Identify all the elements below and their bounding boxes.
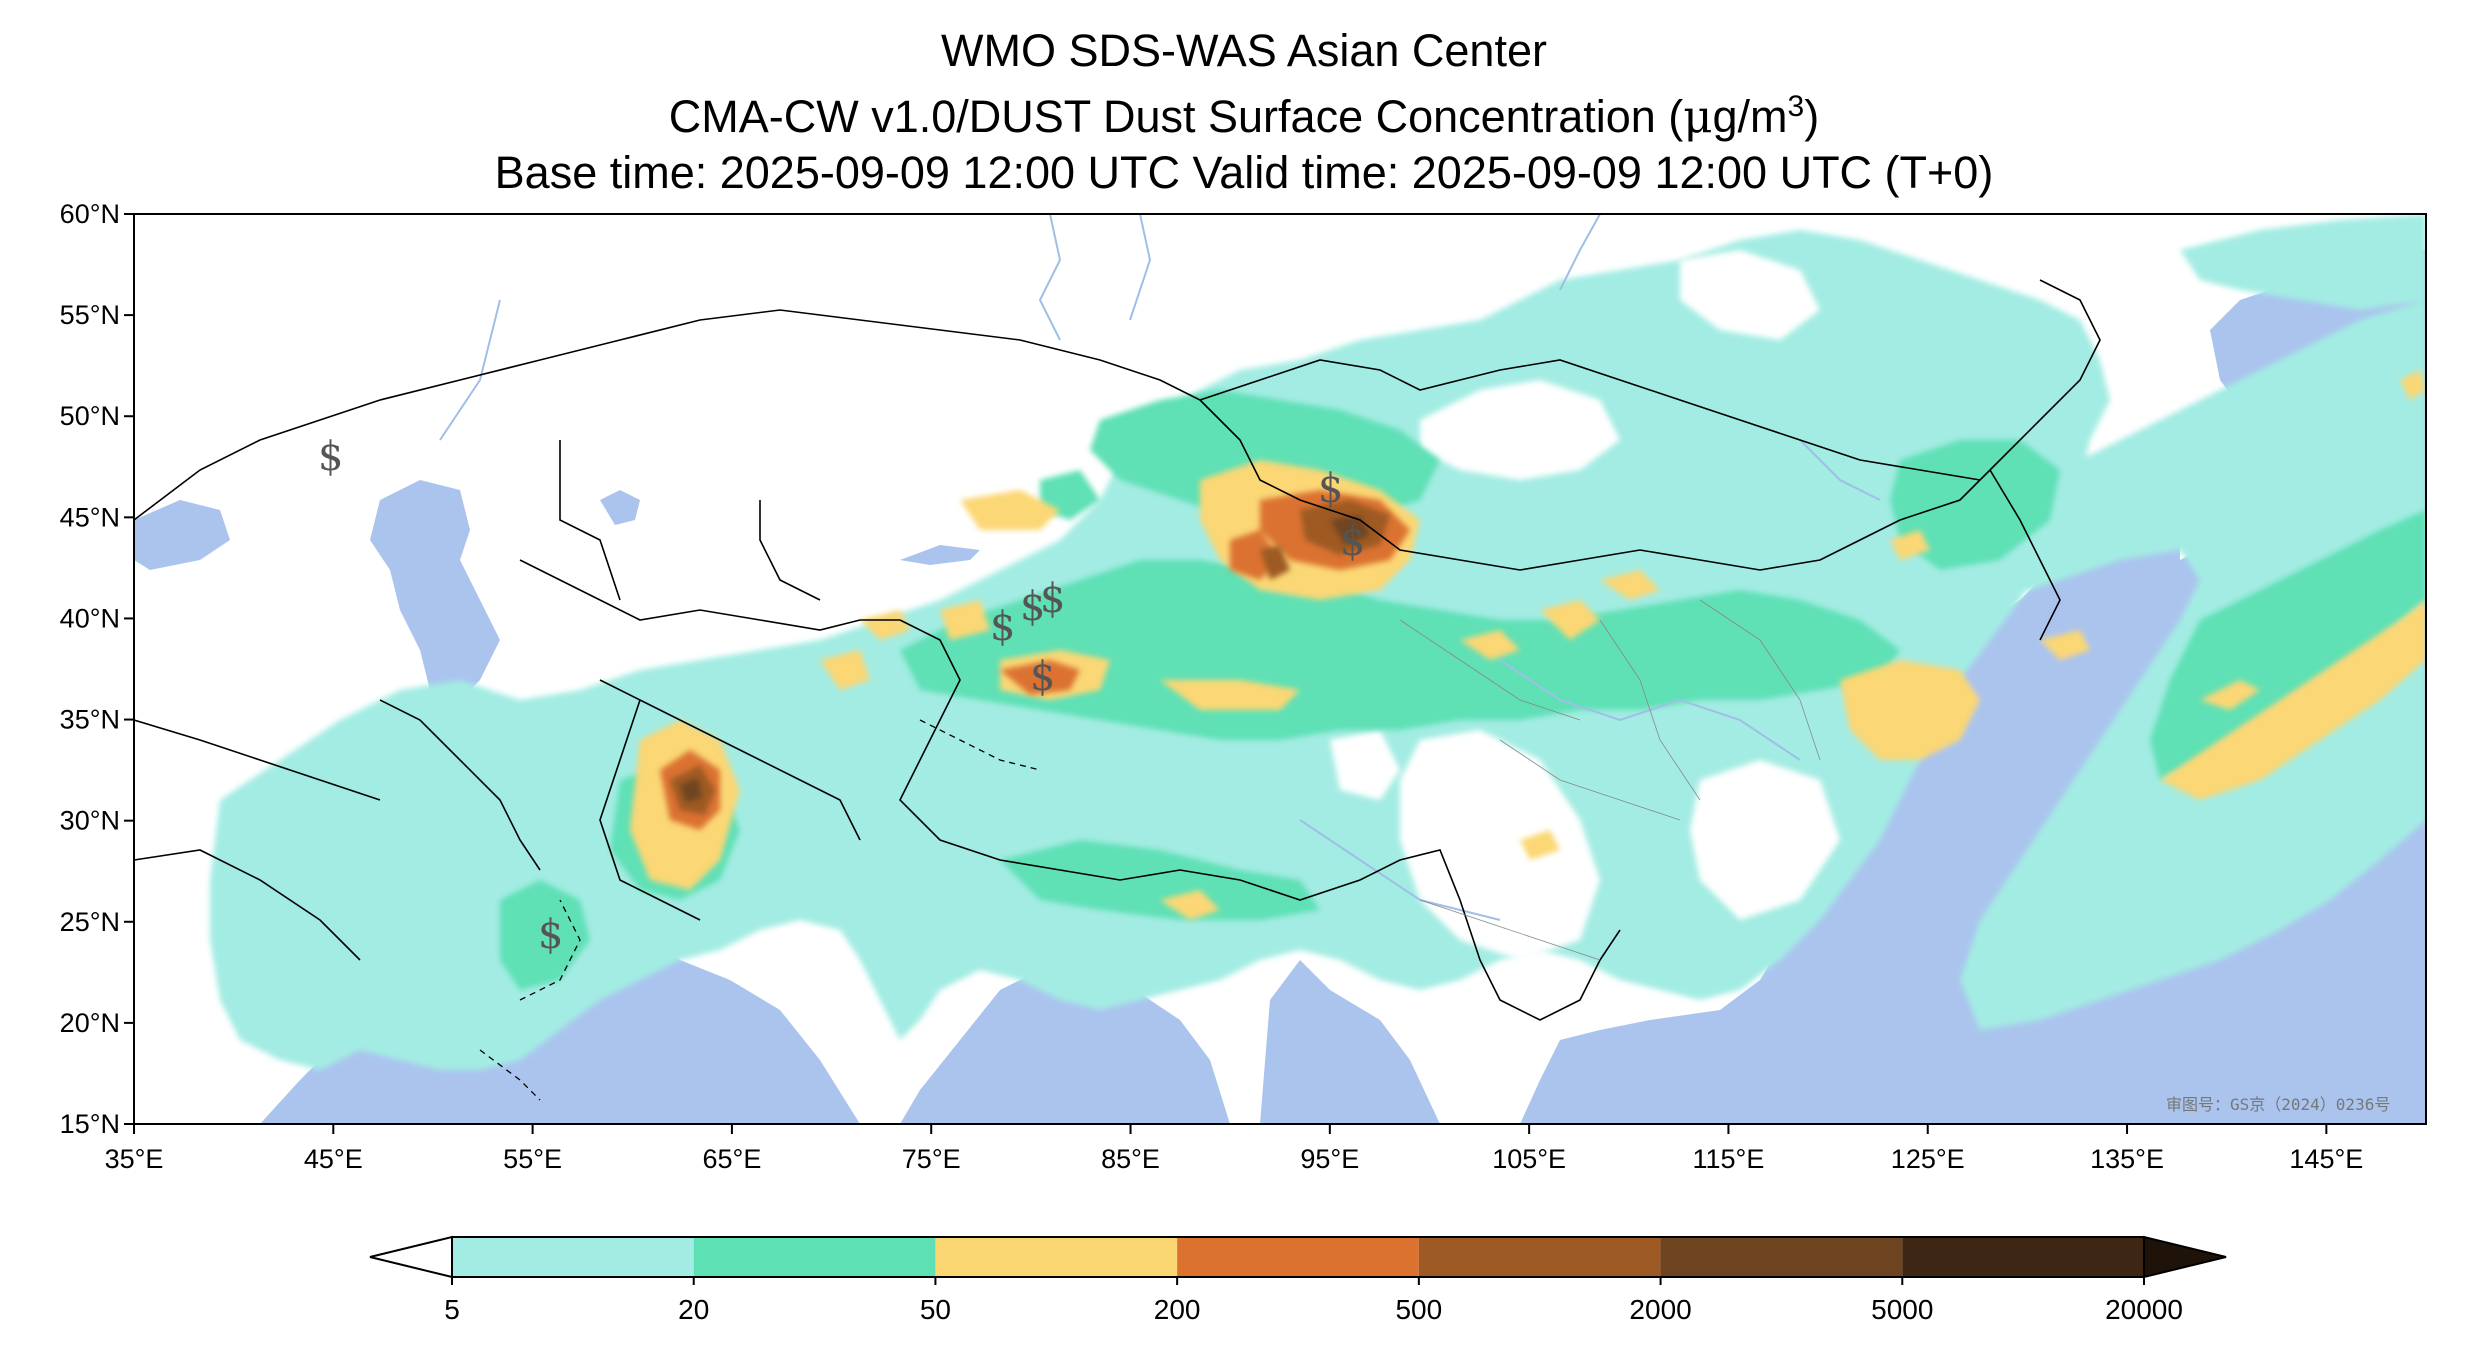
colorbar-label: 5 — [444, 1294, 460, 1325]
lon-tick-label: 45°E — [304, 1144, 363, 1174]
lat-tick-label: 55°N — [60, 300, 120, 330]
disputed-borders — [479, 719, 1041, 1101]
subtitle-suffix: ) — [1804, 91, 1820, 142]
clear-regions — [1330, 250, 1840, 960]
colorbar-label: 20 — [678, 1294, 709, 1325]
dust-symbol-7: $ — [1020, 584, 1045, 630]
colorbar-segments — [451, 1236, 2145, 1278]
lat-tick-label: 35°N — [60, 705, 120, 735]
colorbar-frame — [451, 1236, 2145, 1278]
subtitle-sup: 3 — [1787, 90, 1805, 123]
dust-symbol-8: $ — [1040, 576, 1065, 622]
dust-symbol-6: $ — [990, 604, 1015, 650]
dust-symbol-4: $ — [1340, 519, 1365, 565]
map-title: WMO SDS-WAS Asian Center — [941, 25, 1547, 76]
watermark: 审图号：GS京（2024）0236号 — [2166, 1095, 2390, 1114]
colorbar: 5 20 50 200 500 2000 5000 20000 — [369, 1235, 2227, 1325]
colorbar-segment — [1902, 1237, 2144, 1277]
lat-tick-label: 45°N — [60, 502, 120, 532]
colorbar-label: 20000 — [2105, 1294, 2183, 1325]
lat-tick-label: 50°N — [60, 401, 120, 431]
lat-tick-label: 25°N — [60, 907, 120, 937]
colorbar-label: 2000 — [1629, 1294, 1691, 1325]
lon-tick-label: 55°E — [503, 1144, 562, 1174]
colorbar-segment — [1177, 1237, 1419, 1277]
dust-symbol-1: $ — [318, 434, 343, 480]
colorbar-labels: 5 20 50 200 500 2000 5000 20000 — [444, 1277, 2183, 1325]
lon-tick-label: 105°E — [1492, 1144, 1566, 1174]
dust-level-2000 — [680, 515, 1370, 802]
lon-tick-label: 135°E — [2090, 1144, 2164, 1174]
lon-tick-label: 35°E — [105, 1144, 164, 1174]
subtitle-unit: g/m — [1712, 91, 1788, 142]
time-info: Base time: 2025-09-09 12:00 UTC Valid ti… — [494, 147, 1994, 198]
lat-tick-label: 15°N — [60, 1109, 120, 1139]
lon-tick-label: 115°E — [1693, 1144, 1765, 1174]
lon-tick-label: 65°E — [702, 1144, 761, 1174]
lat-tick-label: 60°N — [60, 199, 120, 229]
aral-sea — [600, 490, 640, 525]
colorbar-label: 50 — [920, 1294, 951, 1325]
dust-symbol-5: $ — [1030, 654, 1055, 700]
dust-symbols: $ $ $ $ $ $ $ $ — [318, 434, 1365, 958]
colorbar-under-arrow — [369, 1235, 453, 1279]
lake-balkhash — [900, 545, 980, 565]
latitude-axis: 60°N 55°N 50°N 45°N 40°N 35°N 30°N 25°N 20°N 15°N — [60, 199, 134, 1139]
colorbar-segment — [1418, 1237, 1661, 1277]
country-borders — [134, 279, 2101, 1021]
lon-tick-label: 85°E — [1101, 1144, 1160, 1174]
map-frame — [133, 213, 2427, 1125]
longitude-axis: 35°E 45°E 55°E 65°E 75°E 85°E 95°E 105°E 115°E 12… — [105, 1124, 2363, 1174]
lon-tick-label: 145°E — [2289, 1144, 2363, 1174]
caspian-sea — [370, 480, 500, 700]
subtitle-mu: μ — [1683, 90, 1713, 143]
colorbar-segment — [452, 1237, 694, 1277]
lat-tick-label: 20°N — [60, 1008, 120, 1038]
lat-tick-label: 40°N — [60, 603, 120, 633]
colorbar-label: 500 — [1395, 1294, 1442, 1325]
province-borders — [1399, 599, 1821, 961]
colorbar-segment — [1660, 1237, 1903, 1277]
lon-tick-label: 95°E — [1300, 1144, 1359, 1174]
colorbar-segment — [693, 1237, 936, 1277]
dust-symbol-2: $ — [538, 912, 563, 958]
map-subtitle: CMA-CW v1.0/DUST Dust Surface Concentrat… — [0, 90, 2488, 142]
dust-symbol-3: $ — [1318, 466, 1343, 512]
subtitle-prefix: CMA-CW v1.0/DUST Dust Surface Concentrat… — [668, 91, 1684, 142]
map-canvas: $ $ $ $ $ $ $ $ 审图号：GS京（2024）0236号 — [134, 214, 2426, 1124]
black-sea — [134, 500, 230, 570]
lon-tick-label: 125°E — [1891, 1144, 1965, 1174]
colorbar-segment — [935, 1237, 1178, 1277]
colorbar-label: 200 — [1154, 1294, 1201, 1325]
colorbar-over-arrow — [2143, 1235, 2227, 1279]
colorbar-label: 5000 — [1871, 1294, 1933, 1325]
lon-tick-label: 75°E — [902, 1144, 961, 1174]
lat-tick-label: 30°N — [60, 806, 120, 836]
